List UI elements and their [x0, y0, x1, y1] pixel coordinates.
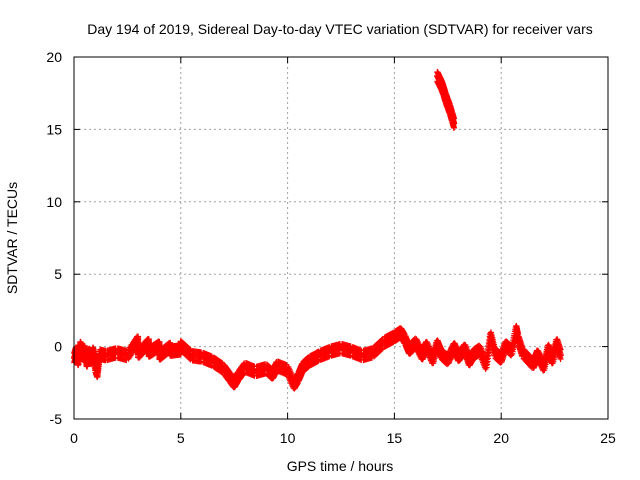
data-point	[448, 355, 455, 362]
data-point	[557, 346, 564, 353]
data-point	[446, 357, 453, 364]
data-point	[450, 115, 457, 122]
chart-title: Day 194 of 2019, Sidereal Day-to-day VTE…	[87, 21, 593, 37]
y-tick-label: 0	[54, 339, 62, 355]
data-point	[537, 353, 544, 360]
y-tick-label: 20	[46, 49, 62, 65]
data-point	[415, 340, 422, 347]
data-point	[186, 345, 193, 352]
x-tick-label: 25	[600, 430, 616, 446]
data-points	[71, 68, 565, 392]
x-tick-label: 5	[177, 430, 185, 446]
data-point	[557, 356, 564, 363]
data-point	[537, 351, 544, 358]
data-point	[535, 347, 542, 354]
x-tick-label: 20	[493, 430, 509, 446]
y-tick-label: 10	[46, 194, 62, 210]
data-point	[447, 356, 454, 363]
data-point	[446, 359, 453, 366]
x-tick-label: 15	[387, 430, 403, 446]
data-point	[378, 346, 385, 353]
y-tick-label: -5	[50, 411, 63, 427]
y-tick-label: 15	[46, 121, 62, 137]
y-axis-label: SDTVAR / TECUs	[4, 182, 20, 294]
data-point	[415, 341, 422, 348]
y-tick-label: 5	[54, 266, 62, 282]
x-axis-label: GPS time / hours	[287, 458, 394, 474]
data-point	[414, 337, 421, 344]
data-point	[450, 124, 457, 131]
data-point	[535, 349, 542, 356]
data-point	[445, 360, 452, 367]
data-point	[414, 338, 421, 345]
data-point	[186, 355, 193, 362]
data-point	[413, 336, 420, 343]
x-tick-label: 0	[70, 430, 78, 446]
data-point	[378, 336, 385, 343]
plot-frame	[73, 56, 609, 420]
x-tick-label: 10	[280, 430, 296, 446]
data-point	[536, 350, 543, 357]
